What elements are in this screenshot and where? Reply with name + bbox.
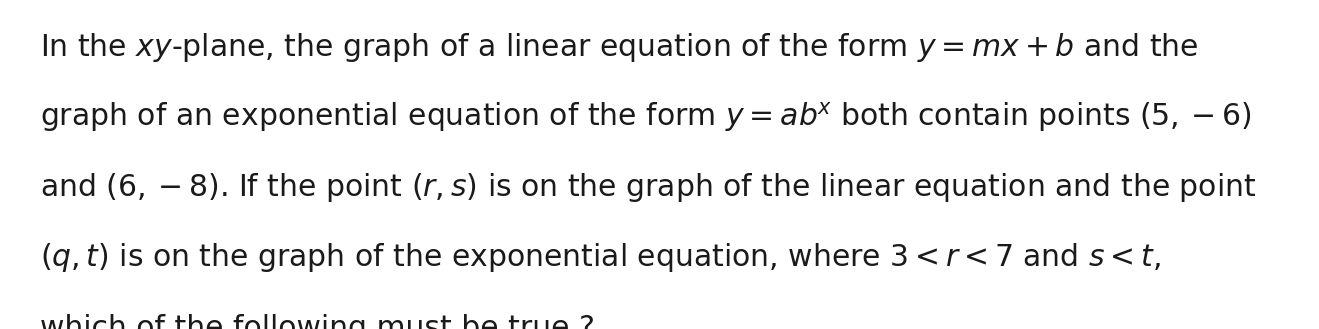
Text: $(\mathit{q}, \mathit{t})$ is on the graph of the exponential equation, where $3: $(\mathit{q}, \mathit{t})$ is on the gra… (40, 241, 1161, 274)
Text: and $(6, -8)$. If the point $(\mathit{r}, \mathit{s})$ is on the graph of the li: and $(6, -8)$. If the point $(\mathit{r}… (40, 171, 1256, 204)
Text: In the $\mathit{xy}$-plane, the graph of a linear equation of the form $y = \mat: In the $\mathit{xy}$-plane, the graph of… (40, 31, 1198, 64)
Text: graph of an exponential equation of the form $y = \mathbf{\mathit{ab}}^{\mathbf{: graph of an exponential equation of the … (40, 100, 1252, 134)
Text: which of the following must be true ?: which of the following must be true ? (40, 314, 595, 329)
